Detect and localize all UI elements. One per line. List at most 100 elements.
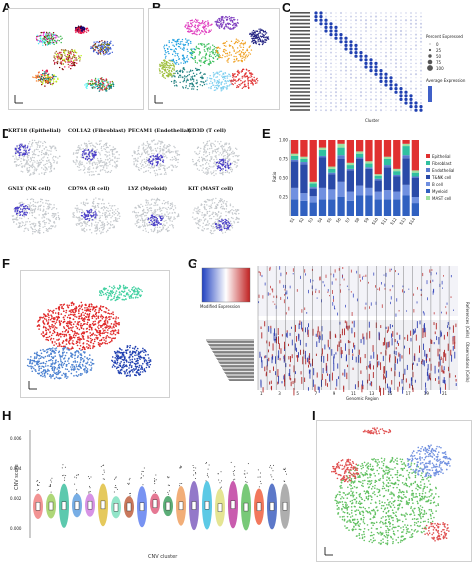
dotplot-dot <box>389 87 393 91</box>
cell-point <box>32 141 34 144</box>
dotplot-dot <box>355 33 357 36</box>
cell-point <box>156 174 159 176</box>
cell-point <box>47 199 50 202</box>
dotplot-dot <box>380 48 382 50</box>
cell-point <box>46 162 48 165</box>
cell-point <box>245 85 247 88</box>
cell-point <box>105 51 107 53</box>
cell-point <box>217 81 220 83</box>
cell-point <box>243 53 246 55</box>
cell-point <box>50 35 52 37</box>
cell-point <box>162 59 165 62</box>
cell-point <box>70 50 72 52</box>
cell-point <box>232 83 234 86</box>
cell-point <box>239 49 241 52</box>
cell-point <box>94 45 97 48</box>
dotplot-dot <box>325 69 327 72</box>
cell-point <box>171 53 174 56</box>
dotplot-dot <box>355 87 357 90</box>
cell-point <box>20 225 22 228</box>
dotplot-dot <box>350 95 352 97</box>
cell-cluster <box>14 203 30 217</box>
cell-point <box>81 212 83 214</box>
cell-point <box>183 44 185 47</box>
cell-point <box>196 34 198 36</box>
cell-point <box>222 173 224 175</box>
cell-point <box>32 198 35 201</box>
cell-point <box>105 206 108 209</box>
cell-point <box>32 162 34 164</box>
cell-point <box>51 33 53 35</box>
cell-point <box>28 164 31 167</box>
cell-point <box>176 54 179 56</box>
cell-point <box>137 204 139 207</box>
cell-point <box>37 231 39 234</box>
cell-point <box>91 212 93 214</box>
cell-point <box>32 228 34 231</box>
cell-point <box>24 164 26 166</box>
cell-point <box>217 21 219 24</box>
cell-point <box>149 148 152 151</box>
dotplot-dot <box>360 23 362 25</box>
cell-point <box>220 90 222 92</box>
dotplot-dot <box>335 19 337 21</box>
cell-point <box>209 48 211 50</box>
cell-point <box>182 67 185 69</box>
dotplot-dot <box>405 69 407 72</box>
dotplot-dot <box>329 29 333 33</box>
cell-point <box>133 158 135 160</box>
cell-point <box>23 151 25 154</box>
dotplot-dot <box>415 69 417 72</box>
cell-point <box>89 155 91 158</box>
dotplot-dot <box>354 43 358 48</box>
dotplot-dot <box>350 23 352 25</box>
cell-point <box>213 74 215 76</box>
cell-point <box>33 171 35 173</box>
cell-point <box>242 44 245 46</box>
dotplot-dot <box>339 62 343 65</box>
cell-point <box>263 34 265 37</box>
dotplot-dot <box>344 43 348 48</box>
cell-point <box>101 224 104 226</box>
cell-point <box>196 29 199 32</box>
cell-point <box>16 146 18 148</box>
cell-point <box>206 166 208 169</box>
cell-point <box>36 160 38 162</box>
feature-plot <box>132 197 180 234</box>
cell-point <box>85 31 88 33</box>
cell-point <box>189 83 192 85</box>
cell-point <box>46 228 48 231</box>
panel-b-tsne <box>148 8 280 110</box>
cell-point <box>110 207 112 209</box>
cell-point <box>222 161 224 164</box>
cell-point <box>100 146 103 148</box>
cell-point <box>15 156 17 158</box>
cell-point <box>144 211 147 214</box>
cell-point <box>155 157 157 160</box>
cell-point <box>34 231 37 233</box>
cell-point <box>42 142 44 145</box>
cell-point <box>233 79 236 82</box>
cell-point <box>155 158 158 161</box>
cell-point <box>200 156 203 159</box>
cell-point <box>242 55 244 58</box>
dotplot-dot <box>340 15 342 18</box>
cell-point <box>106 216 108 218</box>
cell-point <box>168 67 171 69</box>
cell-point <box>163 60 166 62</box>
cell-point <box>135 212 137 214</box>
dotplot-dot <box>339 55 343 58</box>
cell-cluster <box>158 59 175 80</box>
cell-point <box>72 153 75 155</box>
dotplot-dot <box>349 73 353 76</box>
cell-point <box>226 40 228 43</box>
cell-point <box>72 216 74 218</box>
gene-label-line <box>290 98 310 100</box>
cell-cluster <box>170 67 207 91</box>
cell-point <box>205 28 207 30</box>
dotplot-dot <box>370 95 372 97</box>
dotplot-dot <box>420 33 422 36</box>
cell-point <box>226 153 229 156</box>
cell-point <box>54 39 56 42</box>
dotplot-dot <box>315 48 317 50</box>
